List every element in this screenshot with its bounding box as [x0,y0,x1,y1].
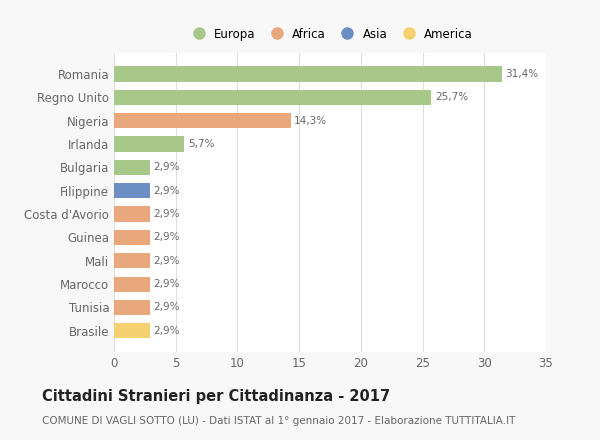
Text: 5,7%: 5,7% [188,139,215,149]
Bar [114,113,290,128]
Text: 2,9%: 2,9% [154,302,180,312]
Bar [114,66,502,81]
Text: 2,9%: 2,9% [154,162,180,172]
Text: 2,9%: 2,9% [154,186,180,196]
Text: Cittadini Stranieri per Cittadinanza - 2017: Cittadini Stranieri per Cittadinanza - 2… [42,389,390,404]
Text: 2,9%: 2,9% [154,209,180,219]
Bar [114,90,431,105]
Text: 14,3%: 14,3% [294,116,328,126]
Bar [114,276,150,292]
Text: 2,9%: 2,9% [154,232,180,242]
Text: 2,9%: 2,9% [154,326,180,336]
Bar [114,253,150,268]
Text: 2,9%: 2,9% [154,256,180,266]
Bar [114,183,150,198]
Bar [114,160,150,175]
Bar [114,206,150,222]
Text: COMUNE DI VAGLI SOTTO (LU) - Dati ISTAT al 1° gennaio 2017 - Elaborazione TUTTIT: COMUNE DI VAGLI SOTTO (LU) - Dati ISTAT … [42,416,515,426]
Text: 2,9%: 2,9% [154,279,180,289]
Bar [114,300,150,315]
Bar [114,323,150,338]
Text: 25,7%: 25,7% [435,92,468,103]
Bar [114,136,184,152]
Bar [114,230,150,245]
Legend: Europa, Africa, Asia, America: Europa, Africa, Asia, America [182,23,478,45]
Text: 31,4%: 31,4% [505,69,538,79]
